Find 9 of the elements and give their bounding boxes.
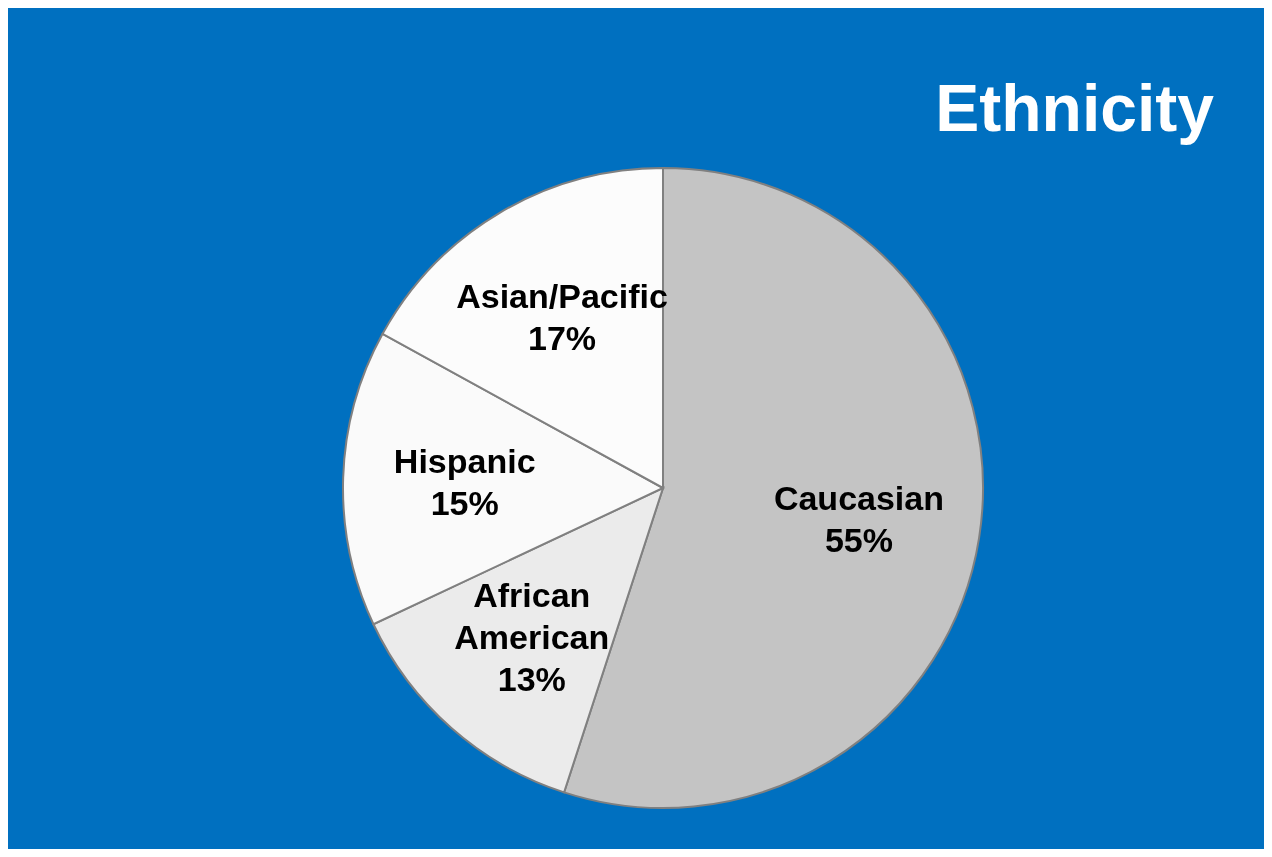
- data-label: 13%: [497, 659, 566, 698]
- slice-label: Asian/Pacific: [456, 277, 668, 316]
- chart-title: Ethnicity: [935, 70, 1214, 146]
- data-label: 55%: [824, 521, 893, 560]
- slice-label: Hispanic: [393, 441, 536, 480]
- slice-label: Caucasian: [773, 479, 944, 518]
- slice-label: African American: [454, 575, 610, 656]
- data-label: 17%: [527, 319, 597, 358]
- data-label: 15%: [430, 483, 499, 522]
